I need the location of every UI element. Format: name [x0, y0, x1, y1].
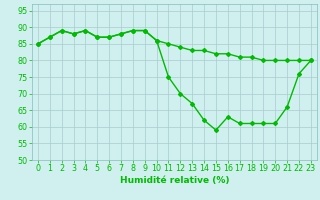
- X-axis label: Humidité relative (%): Humidité relative (%): [120, 176, 229, 185]
